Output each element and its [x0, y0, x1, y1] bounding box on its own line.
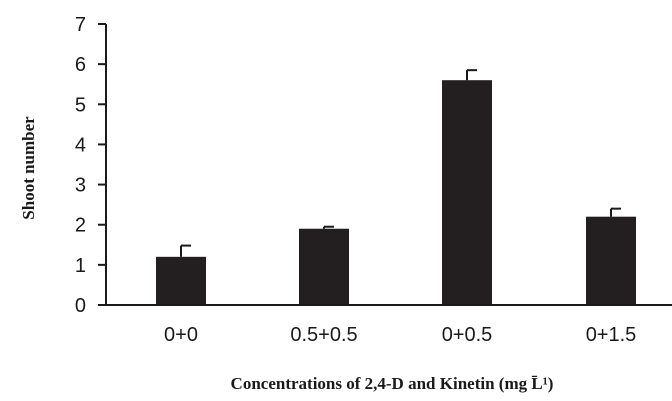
x-tick-label: 0.5+0.5 [290, 324, 357, 346]
bar [156, 256, 206, 305]
bars [156, 80, 636, 305]
bar [586, 216, 636, 305]
y-tick-label: 2 [75, 215, 86, 237]
x-tick-label: 0+1.5 [586, 324, 637, 346]
y-tick-label: 3 [75, 175, 86, 197]
y-tick-label: 5 [75, 94, 86, 116]
y-tick-label: 7 [75, 14, 86, 36]
y-axis-ticks: 0 1 2 3 4 5 6 7 [75, 14, 106, 317]
x-tick-labels: 0+0 0.5+0.5 0+0.5 0+1.5 [164, 324, 636, 346]
bar [442, 80, 492, 305]
y-tick-label: 1 [75, 255, 86, 277]
y-tick-label: 4 [75, 134, 86, 156]
y-axis-title: Shoot number [19, 116, 38, 220]
x-tick-label: 0+0.5 [442, 324, 493, 346]
y-tick-label: 0 [75, 295, 86, 317]
x-tick-label: 0+0 [164, 324, 198, 346]
y-tick-label: 6 [75, 54, 86, 76]
x-axis-title: Concentrations of 2,4-D and Kinetin (mg … [231, 374, 554, 393]
bar [299, 228, 349, 305]
error-bars [180, 69, 621, 257]
